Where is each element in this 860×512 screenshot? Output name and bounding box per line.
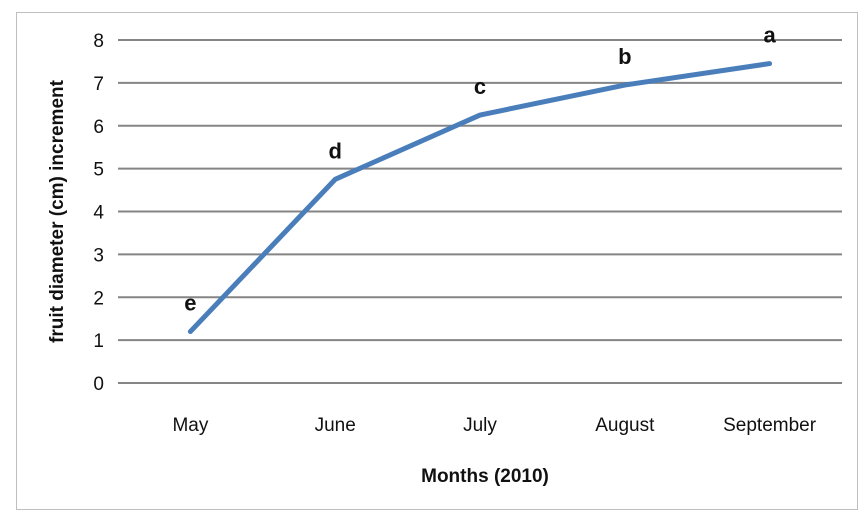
data-point-june	[333, 177, 337, 181]
data-point-september	[768, 62, 772, 66]
x-tick-june: June	[315, 415, 356, 436]
x-axis-title: Months (2010)	[421, 466, 549, 487]
gridlines	[118, 39, 842, 384]
point-label-c: c	[474, 74, 486, 99]
point-label-e: e	[184, 291, 196, 316]
x-tick-september: September	[723, 415, 817, 436]
y-tick-labels: 0 1 2 3 4 5 6 7 8	[93, 31, 104, 395]
y-tick-0: 0	[93, 374, 104, 395]
point-label-b: b	[618, 44, 631, 69]
y-tick-1: 1	[93, 331, 104, 352]
series-line-1	[187, 61, 773, 335]
x-tick-august: August	[595, 415, 655, 436]
y-tick-6: 6	[93, 117, 104, 138]
y-tick-3: 3	[93, 245, 104, 266]
series-lines	[187, 61, 773, 335]
point-letter-labels: e d c b a	[184, 23, 776, 316]
y-axis-title: fruit diameter (cm) increment	[47, 79, 68, 343]
x-tick-july: July	[463, 415, 497, 436]
x-tick-may: May	[172, 415, 208, 436]
point-label-d: d	[328, 138, 341, 163]
data-point-july	[478, 113, 482, 117]
data-point-may	[188, 330, 192, 334]
point-label-a: a	[763, 23, 776, 48]
chart-frame	[16, 12, 858, 510]
x-tick-labels: May June July August September	[172, 415, 816, 436]
y-tick-5: 5	[93, 160, 104, 181]
y-tick-7: 7	[93, 74, 104, 95]
y-tick-8: 8	[93, 31, 104, 52]
y-tick-2: 2	[93, 288, 104, 309]
y-tick-4: 4	[93, 203, 104, 224]
data-point-august	[623, 83, 627, 87]
